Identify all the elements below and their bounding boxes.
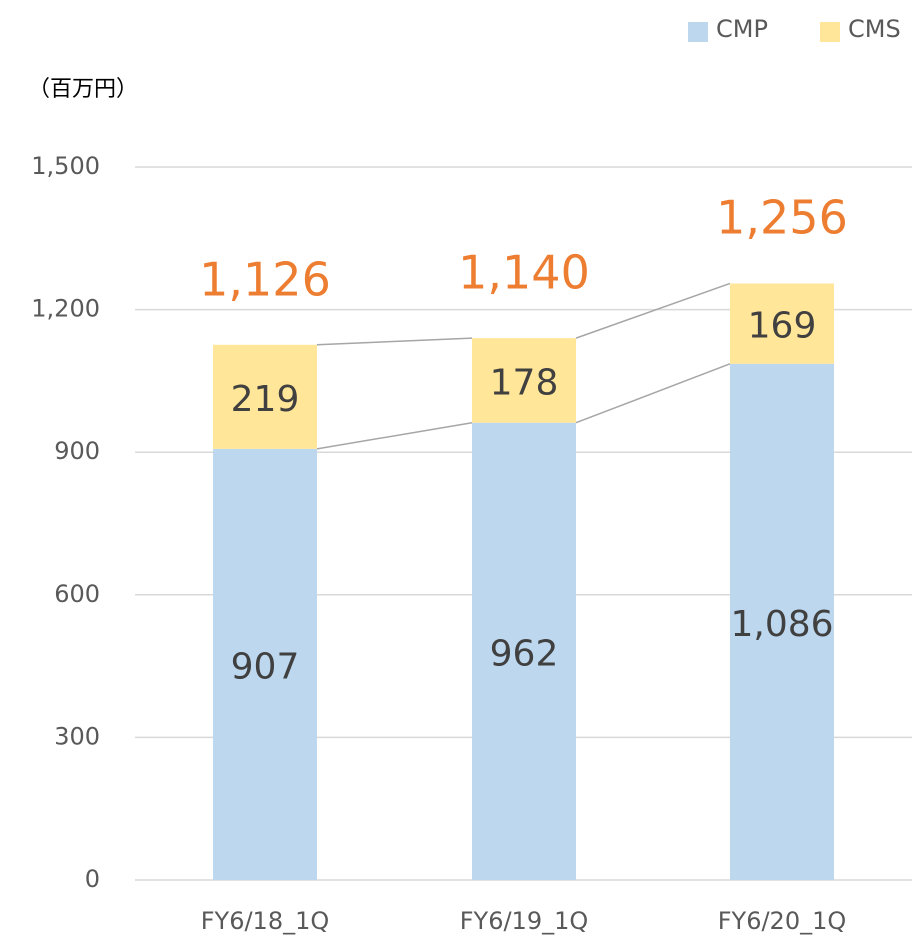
total-label: 1,140	[458, 246, 590, 300]
y-tick-label: 600	[54, 580, 100, 608]
bar-segment	[730, 363, 834, 881]
legend-label: CMS	[848, 15, 901, 43]
connector-line	[316, 337, 473, 346]
value-label: 169	[748, 306, 817, 347]
legend-label: CMP	[716, 15, 768, 43]
connector-line	[575, 282, 731, 339]
connector-line	[575, 363, 731, 424]
y-tick-label: 1,200	[31, 295, 100, 323]
legend-swatch	[820, 22, 840, 42]
x-tick-label: FY6/20_1Q	[718, 907, 847, 935]
bar-segment	[472, 338, 576, 423]
total-label: 1,126	[199, 252, 331, 306]
x-tick-label: FY6/18_1Q	[201, 907, 330, 935]
y-tick-label: 300	[54, 722, 100, 750]
y-axis-label: （百万円）	[28, 77, 138, 102]
value-label: 219	[231, 379, 300, 420]
bar-segment	[213, 344, 317, 449]
total-label: 1,256	[716, 190, 848, 244]
value-label: 178	[490, 362, 559, 403]
bar-segment	[730, 283, 834, 364]
y-tick-label: 900	[54, 437, 100, 465]
y-tick-label: 1,500	[31, 152, 100, 180]
value-label: 907	[231, 646, 300, 687]
value-label: 962	[490, 633, 559, 674]
bar-segment	[213, 448, 317, 880]
bar-segment	[472, 422, 576, 880]
connector-line	[316, 421, 473, 450]
legend-swatch	[688, 22, 708, 42]
x-tick-label: FY6/19_1Q	[460, 907, 589, 935]
y-tick-label: 0	[85, 865, 100, 893]
value-label: 1,086	[730, 604, 833, 645]
